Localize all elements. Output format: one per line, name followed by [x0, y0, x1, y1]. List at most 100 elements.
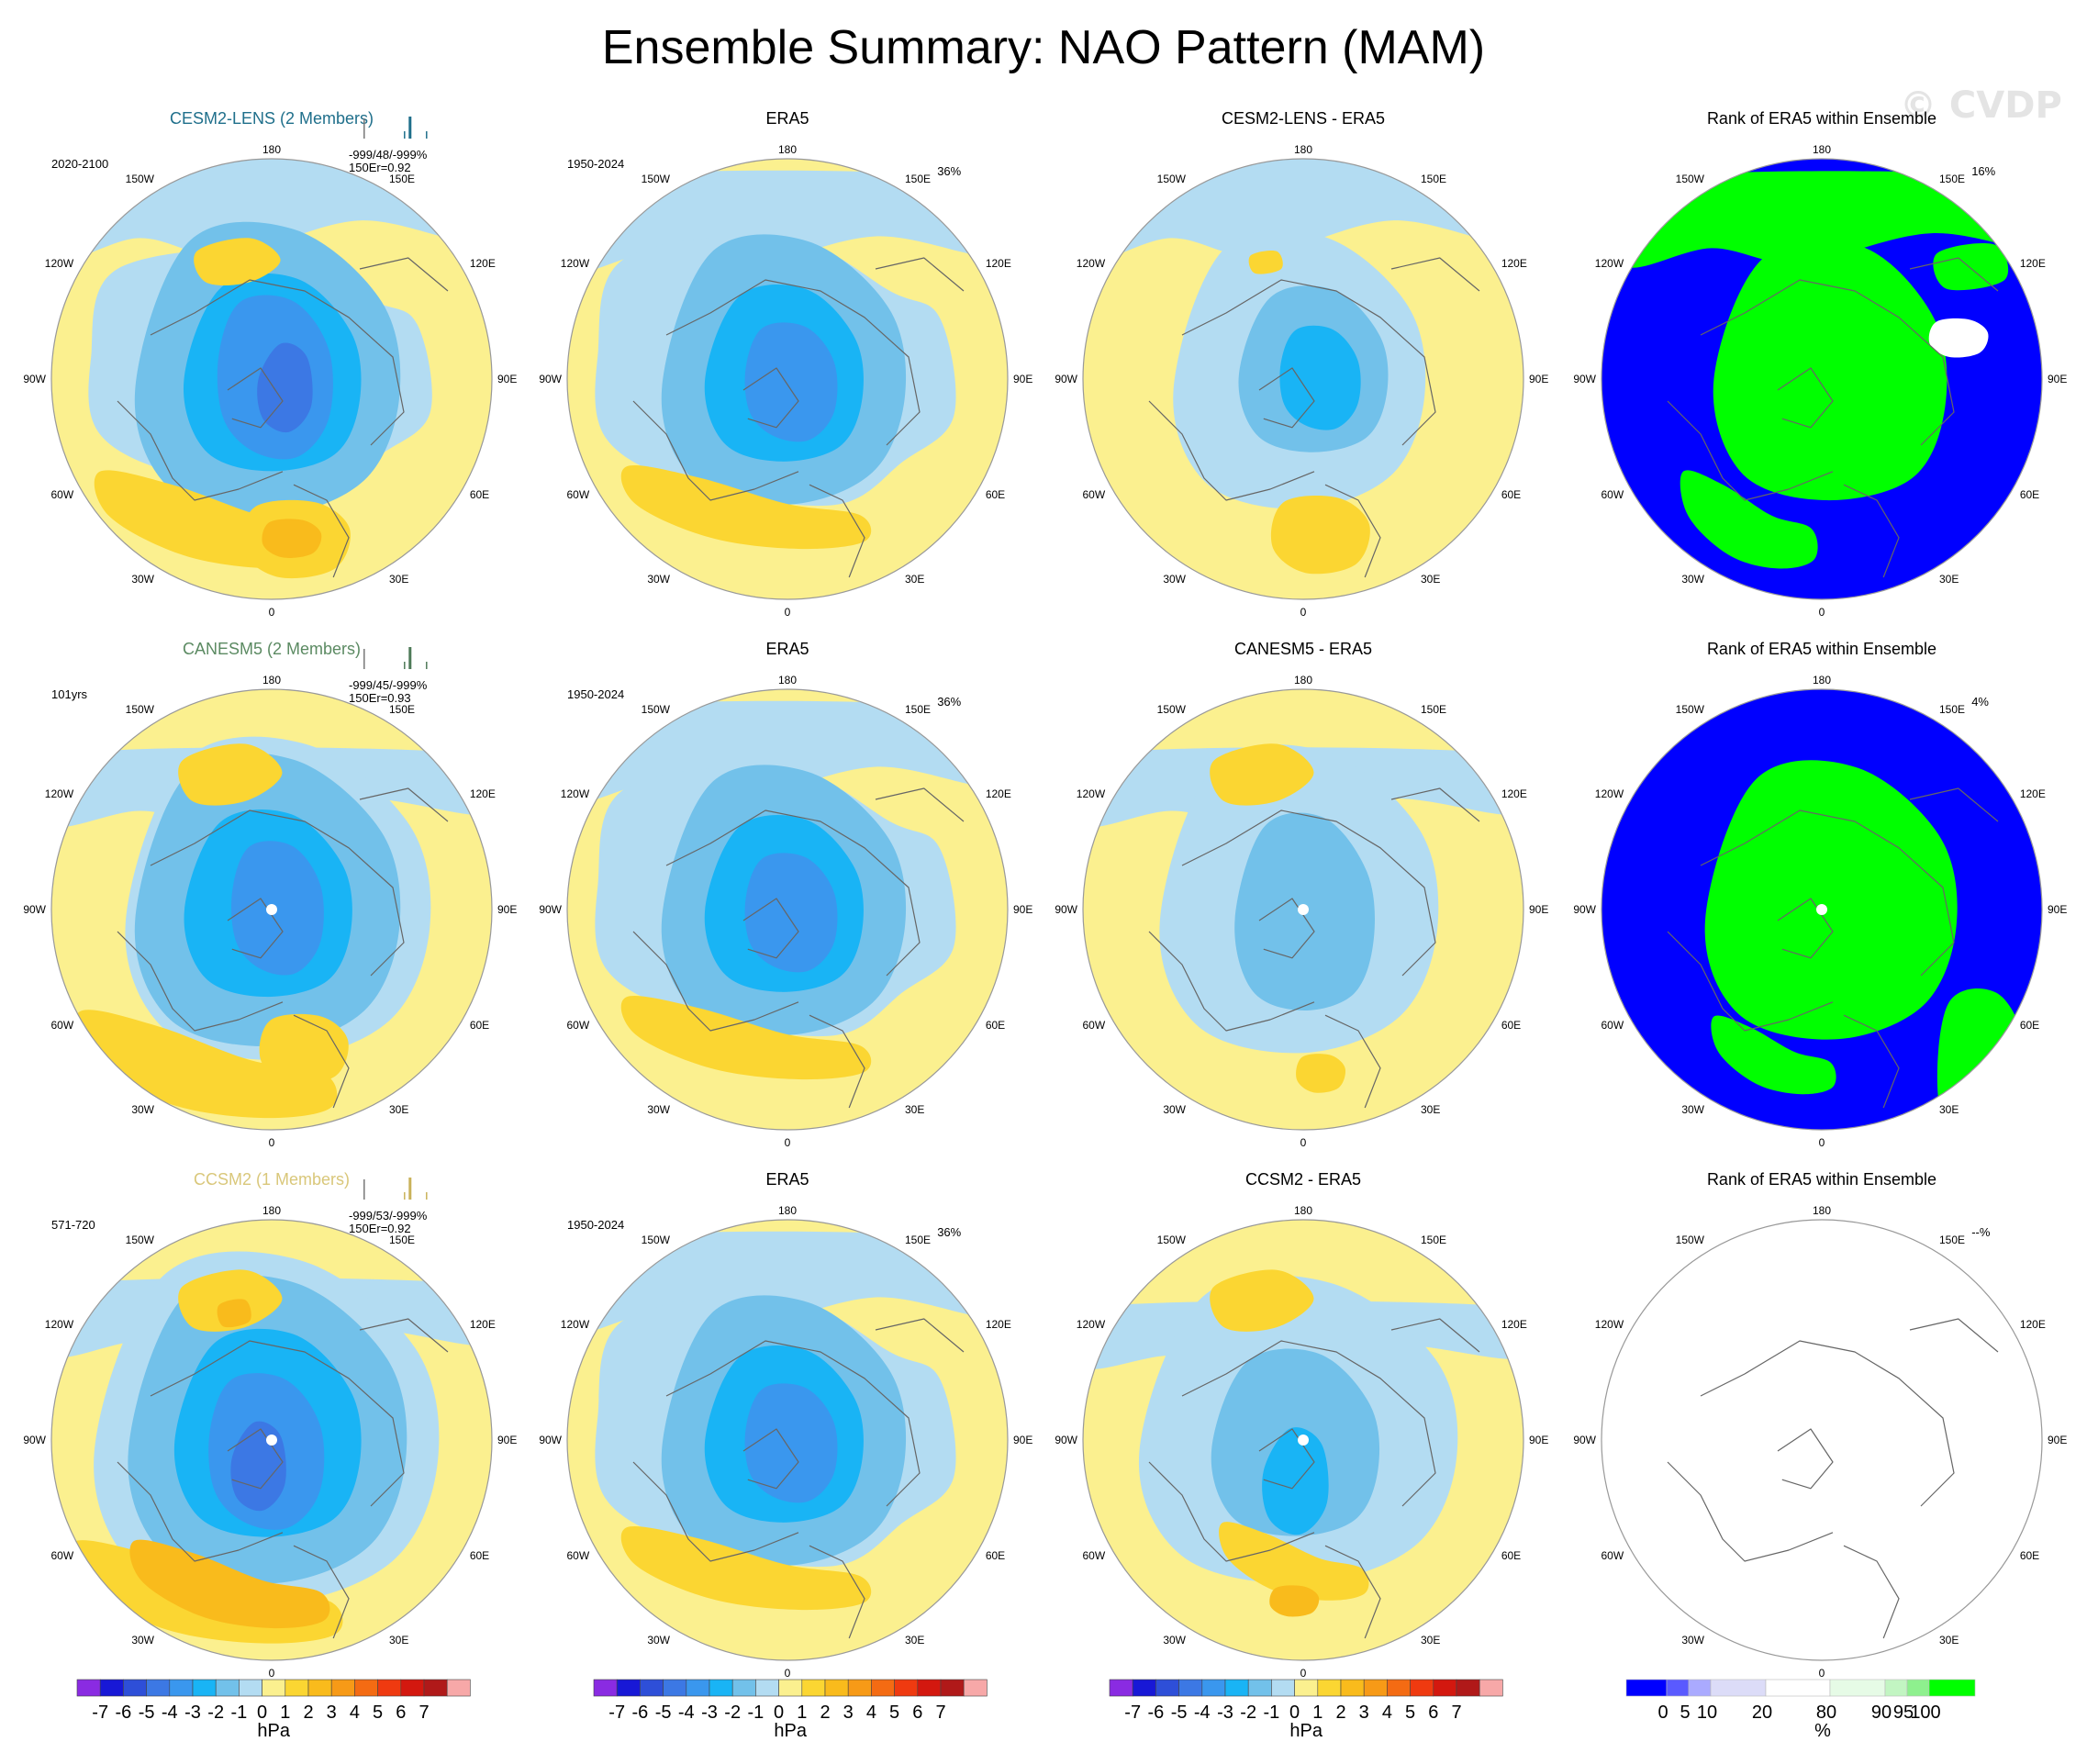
- panel-title: Rank of ERA5 within Ensemble: [1707, 640, 1936, 658]
- stats-label: -999/45/-999%: [349, 678, 428, 692]
- lon-label-right: 90E: [1529, 903, 1548, 916]
- colorbar-swatch: [423, 1679, 448, 1697]
- contour-region: [1262, 1427, 1329, 1535]
- panel-title: Rank of ERA5 within Ensemble: [1707, 1170, 1936, 1189]
- lon-label-bottom: 0: [269, 606, 275, 619]
- colorbar-hpa-2: -7 -6 -5 -4 -3 -2 -1 0 1 2 3 4 5 6 7 hPa: [593, 1679, 988, 1741]
- lon-label-bottom: 0: [785, 1136, 791, 1149]
- contour-region: [620, 996, 872, 1080]
- lon-label-upper-right-0: 150E: [389, 173, 415, 185]
- map-boundary: [566, 158, 1009, 600]
- lon-label-upper-left-0: 150W: [1676, 703, 1705, 716]
- contour-region: [217, 1299, 251, 1328]
- lon-label-upper-left-1: 120W: [561, 1318, 590, 1331]
- lon-label-upper-left-1: 120W: [1077, 257, 1106, 270]
- colorbar-tick: 7: [935, 1703, 945, 1723]
- colorbar-swatch: [1294, 1679, 1319, 1697]
- lon-label-upper-right-0: 150E: [1421, 173, 1446, 185]
- rstat-label: 150Er=0.93: [349, 691, 411, 705]
- colorbar-tick: -5: [139, 1703, 155, 1723]
- pct-label: 36%: [937, 164, 961, 178]
- lon-label-left: 90W: [1573, 1434, 1596, 1446]
- colorbar-swatch: [1625, 1679, 1668, 1697]
- lon-label-left: 90W: [539, 1434, 562, 1446]
- colorbar-swatch: [709, 1679, 733, 1697]
- period-label: 571-720: [51, 1218, 95, 1232]
- lon-label-right: 90E: [1013, 373, 1032, 385]
- contour-region: [1210, 1269, 1314, 1332]
- lon-label-upper-left-1: 120W: [1077, 1318, 1106, 1331]
- lon-label-top: 180: [1813, 143, 1831, 156]
- colorbar-tick: 3: [327, 1703, 337, 1723]
- map-boundary: [50, 688, 493, 1131]
- colorbar-swatch: [1317, 1679, 1342, 1697]
- colorbar-swatch: [239, 1679, 262, 1697]
- colorbar-swatch: [262, 1679, 286, 1697]
- lon-label-lower-left-0: 60W: [1082, 1549, 1105, 1562]
- lon-label-left: 90W: [23, 1434, 46, 1446]
- colorbar-swatch: [1884, 1679, 1908, 1697]
- contour-field: [567, 159, 1008, 599]
- colorbar-swatch: [847, 1679, 872, 1697]
- colorbar-swatch: [169, 1679, 194, 1697]
- contour-region: [620, 465, 872, 550]
- lon-label-upper-right-1: 120E: [470, 787, 496, 800]
- lon-label-lower-left-0: 60W: [1082, 1019, 1105, 1032]
- lon-label-upper-right-1: 120E: [986, 1318, 1011, 1331]
- panel-r2-rank: Rank of ERA5 within Ensemble 4% 180 0 90W 90E…: [1573, 640, 2067, 1149]
- lon-label-lower-right-1: 30E: [389, 1103, 408, 1116]
- lon-label-upper-left-1: 120W: [1077, 787, 1106, 800]
- colorbar-tick: -5: [1171, 1703, 1188, 1723]
- lon-label-right: 90E: [497, 903, 517, 916]
- lon-label-upper-right-1: 120E: [1501, 257, 1527, 270]
- colorbar-tick: 5: [1680, 1703, 1690, 1723]
- colorbar-hpa-3: -7 -6 -5 -4 -3 -2 -1 0 1 2 3 4 5 6 7 hPa: [1109, 1679, 1503, 1741]
- colorbar-swatch: [1109, 1679, 1133, 1697]
- colorbar-swatch: [963, 1679, 988, 1697]
- panel-title: ERA5: [765, 109, 809, 128]
- colorbar-tick: 4: [866, 1703, 876, 1723]
- map-boundary: [1082, 688, 1524, 1131]
- lon-label-lower-right-1: 30E: [1939, 1103, 1959, 1116]
- colorbar-tick: 2: [820, 1703, 830, 1723]
- lon-label-lower-right-1: 30E: [905, 1103, 924, 1116]
- contour-field: [567, 1220, 1008, 1660]
- colorbar-swatch: [446, 1679, 471, 1697]
- panel-title: CESM2-LENS - ERA5: [1222, 109, 1385, 128]
- lon-label-upper-left-1: 120W: [45, 787, 74, 800]
- lon-label-lower-right-1: 30E: [905, 573, 924, 586]
- contour-field: [567, 689, 1008, 1130]
- lon-label-lower-left-1: 30W: [1163, 1634, 1186, 1647]
- lon-label-upper-right-0: 150E: [389, 703, 415, 716]
- colorbar-swatch: [400, 1679, 425, 1697]
- colorbar-tick: -7: [608, 1703, 625, 1723]
- panel-r1-diff: CESM2-LENS - ERA5 180 0 90W 90E 150W 120W 150E 1…: [1055, 109, 1548, 619]
- lon-label-lower-right-0: 60E: [470, 1019, 489, 1032]
- lon-label-upper-left-0: 150W: [126, 703, 155, 716]
- colorbar-swatch: [1688, 1679, 1712, 1697]
- lon-label-top: 180: [778, 1204, 797, 1217]
- lon-label-lower-left-1: 30W: [647, 1634, 670, 1647]
- stats-label: -999/48/-999%: [349, 148, 428, 162]
- lon-label-lower-left-1: 30W: [131, 573, 154, 586]
- lon-label-lower-right-1: 30E: [389, 573, 408, 586]
- lon-label-right: 90E: [1529, 1434, 1548, 1446]
- contour-region: [1713, 240, 1947, 501]
- lon-label-upper-left-0: 150W: [1157, 703, 1187, 716]
- pole-marker: [266, 904, 277, 915]
- lon-label-lower-left-0: 60W: [50, 1019, 73, 1032]
- lon-label-lower-right-1: 30E: [1421, 573, 1440, 586]
- figure-title: Ensemble Summary: NAO Pattern (MAM): [601, 21, 1486, 74]
- panel-r3-obs: ERA5 1950-2024 36% 180 0 90W 90E 150W 120W 150E 12…: [539, 1170, 1032, 1680]
- colorbar-tick: 7: [419, 1703, 429, 1723]
- map-boundary: [1601, 688, 2043, 1131]
- lon-label-bottom: 0: [269, 1136, 275, 1149]
- lon-label-upper-right-0: 150E: [1939, 173, 1965, 185]
- lon-label-upper-right-0: 150E: [1421, 703, 1446, 716]
- lon-label-upper-right-1: 120E: [2020, 787, 2046, 800]
- lon-label-top: 180: [262, 143, 281, 156]
- lon-label-right: 90E: [1529, 373, 1548, 385]
- lon-label-lower-left-1: 30W: [131, 1634, 154, 1647]
- lon-label-upper-left-0: 150W: [126, 1234, 155, 1246]
